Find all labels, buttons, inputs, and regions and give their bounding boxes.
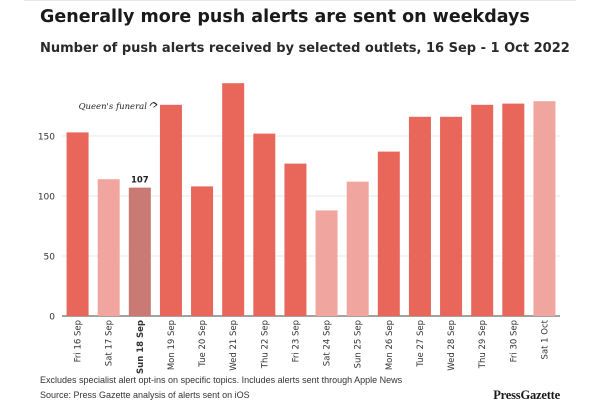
bars: [66, 83, 556, 316]
x-tick-label: Sat 24 Sep: [323, 320, 333, 366]
bar-0: [66, 132, 89, 316]
x-tick-label: Thu 22 Sep: [260, 320, 270, 369]
x-tick-label: Thu 29 Sep: [478, 320, 488, 369]
bar-14: [502, 103, 525, 316]
x-tick-label: Sat 1 Oct: [540, 319, 550, 359]
annotation-arrowhead: [152, 101, 158, 108]
bar-2: [128, 187, 151, 316]
y-tick-label: 150: [38, 133, 55, 143]
x-tick-label: Sun 25 Sep: [354, 320, 364, 368]
x-tick-label: Fri 16 Sep: [74, 320, 84, 362]
x-tick-label: Tue 27 Sep: [416, 320, 426, 368]
bar-4: [191, 186, 214, 316]
chart-title: Generally more push alerts are sent on w…: [40, 7, 530, 27]
x-tick-label: Sun 18 Sep: [136, 320, 146, 374]
chart-subtitle: Number of push alerts received by select…: [40, 41, 570, 56]
bar-9: [346, 181, 369, 316]
x-tick-label: Mon 26 Sep: [385, 320, 395, 370]
x-tick-label: Tue 20 Sep: [198, 320, 208, 368]
press-gazette-logo: PressGazette: [493, 388, 560, 402]
y-tick-label: 50: [44, 253, 56, 263]
top-rule: [24, 0, 576, 1]
bar-12: [440, 116, 463, 316]
labels: 0 50 100 150 Fri 16 Sep Sat 17 Sep Sun 18 Sep M…: [38, 102, 551, 374]
x-tick-label: Fri 23 Sep: [291, 320, 301, 362]
bar-1: [97, 179, 120, 316]
x-tick-label: Wed 28 Sep: [447, 320, 457, 371]
bar-10: [377, 151, 400, 316]
bar-7: [284, 163, 307, 316]
y-tick-label: 0: [49, 313, 55, 323]
x-tick-label: Fri 30 Sep: [509, 320, 519, 362]
bar-8: [315, 210, 338, 316]
x-tick-label: Wed 21 Sep: [229, 320, 239, 371]
source-note: Source: Press Gazette analysis of alerts…: [40, 390, 250, 400]
footnote: Excludes specialist alert opt-ins on spe…: [40, 375, 403, 385]
bar-5: [222, 83, 245, 316]
data-label: 107: [131, 176, 149, 186]
annotation-label: Queen's funeral: [79, 102, 148, 112]
y-tick-label: 100: [38, 193, 55, 203]
bar-6: [253, 133, 276, 316]
x-tick-label: Sat 17 Sep: [105, 320, 115, 366]
bar-15: [533, 101, 556, 316]
bar-3: [159, 104, 182, 316]
bar-11: [408, 116, 431, 316]
x-tick-label: Mon 19 Sep: [167, 320, 177, 370]
bar-13: [471, 104, 494, 316]
